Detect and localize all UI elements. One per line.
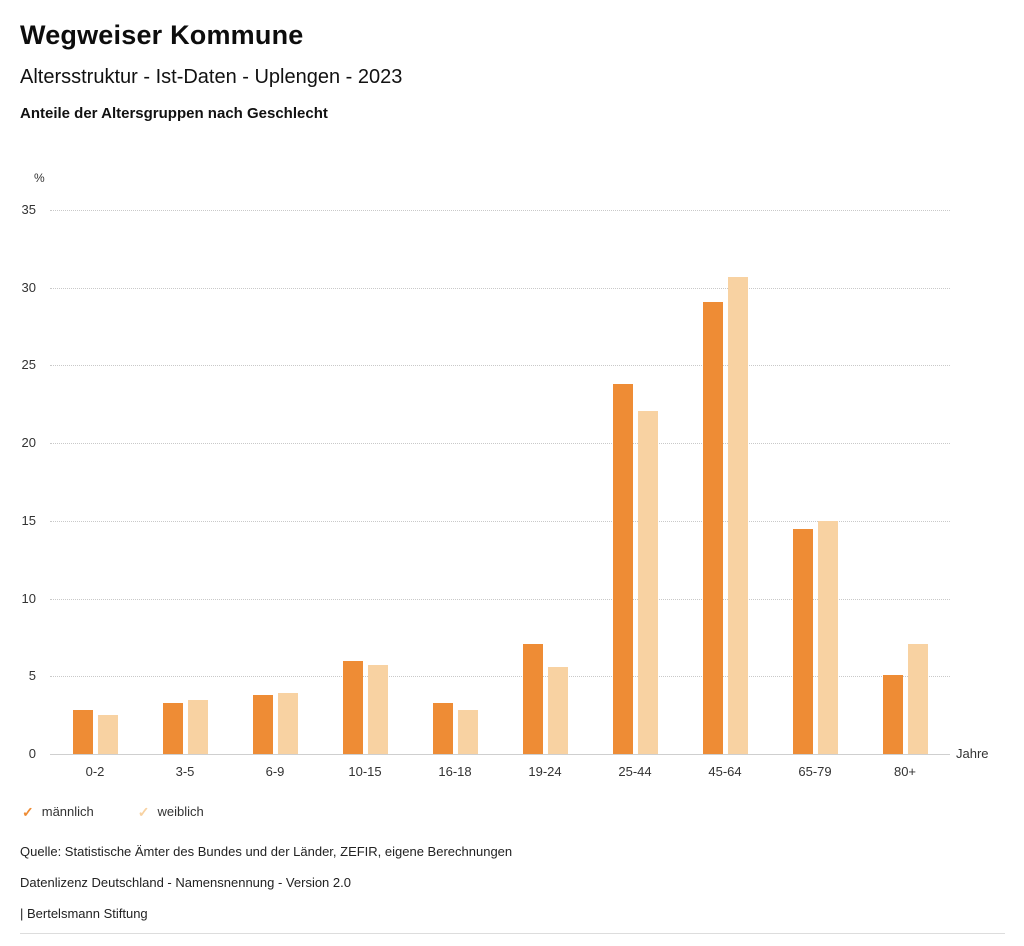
x-axis-unit-label: Jahre: [956, 746, 989, 761]
gridline-30: [50, 287, 950, 289]
bar-männlich-6-9[interactable]: [252, 694, 273, 754]
y-tick-label-15: 15: [21, 512, 36, 528]
gridline-5: [50, 676, 950, 678]
chart-heading: Anteile der Altersgruppen nach Geschlech…: [20, 105, 328, 122]
gridline-20: [50, 443, 950, 445]
bar-männlich-10-15[interactable]: [342, 660, 363, 754]
y-axis-tick-labels: 0 5 10 15 20 25 30 35: [0, 203, 42, 761]
bar-weiblich-10-15[interactable]: [367, 665, 388, 754]
x-tick-label-16-18: 16-18: [438, 764, 472, 779]
x-tick-label-6-9: 6-9: [265, 764, 285, 779]
x-tick-label-80+: 80+: [893, 764, 917, 779]
page-title: Wegweiser Kommune: [20, 20, 304, 50]
bar-weiblich-19-24[interactable]: [547, 666, 568, 754]
x-tick-label-3-5: 3-5: [175, 764, 195, 779]
gridline-35: [50, 210, 950, 211]
x-tick-label-65-79: 65-79: [798, 764, 832, 779]
legend-item-weiblich[interactable]: ✓ weiblich: [138, 804, 204, 819]
bar-group-0-2: [50, 210, 140, 754]
bar-group-10-15: [320, 210, 410, 754]
legend-checkmark-icon: ✓: [137, 803, 150, 820]
bar-groups: [50, 210, 950, 754]
x-tick-label-0-2: 0-2: [85, 764, 105, 779]
bar-männlich-65-79[interactable]: [792, 528, 813, 754]
gridline-15: [50, 520, 950, 522]
chart-legend: ✓ männlich ✓ weiblich: [22, 804, 204, 819]
page-subtitle: Altersstruktur - Ist-Daten - Uplengen - …: [20, 66, 403, 88]
bar-männlich-16-18[interactable]: [432, 702, 453, 754]
bar-männlich-45-64[interactable]: [702, 301, 723, 754]
bar-weiblich-80+[interactable]: [907, 643, 928, 754]
bar-weiblich-65-79[interactable]: [817, 520, 838, 754]
bar-group-80+: [860, 210, 950, 754]
x-tick-label-10-15: 10-15: [348, 764, 382, 779]
y-tick-label-25: 25: [21, 357, 36, 373]
bar-weiblich-25-44[interactable]: [637, 410, 658, 754]
bar-group-45-64: [680, 210, 770, 754]
bar-group-19-24: [500, 210, 590, 754]
bar-group-6-9: [230, 210, 320, 754]
x-tick-label-25-44: 25-44: [618, 764, 652, 779]
gridline-25: [50, 365, 950, 367]
bottom-divider: [20, 933, 1005, 934]
x-axis-line: [50, 754, 950, 755]
bar-group-3-5: [140, 210, 230, 754]
bar-weiblich-16-18[interactable]: [457, 710, 478, 754]
legend-label: weiblich: [157, 804, 204, 819]
legend-label: männlich: [41, 804, 94, 819]
footer-license: Datenlizenz Deutschland - Namensnennung …: [20, 875, 351, 890]
bar-group-16-18: [410, 210, 500, 754]
bar-weiblich-45-64[interactable]: [727, 276, 748, 754]
y-tick-label-0: 0: [28, 746, 36, 761]
bar-männlich-25-44[interactable]: [612, 384, 633, 754]
x-tick-label-45-64: 45-64: [708, 764, 742, 779]
bar-männlich-3-5[interactable]: [162, 702, 183, 754]
bar-weiblich-3-5[interactable]: [187, 699, 208, 754]
bar-weiblich-6-9[interactable]: [277, 693, 298, 754]
bar-group-25-44: [590, 210, 680, 754]
y-tick-label-30: 30: [21, 279, 36, 295]
y-tick-label-5: 5: [28, 668, 36, 684]
y-tick-label-10: 10: [21, 590, 36, 606]
gridline-10: [50, 598, 950, 600]
bar-männlich-19-24[interactable]: [522, 643, 543, 754]
bar-chart-plot-area: [50, 210, 950, 755]
legend-checkmark-icon: ✓: [22, 803, 34, 820]
footer-source: Quelle: Statistische Ämter des Bundes un…: [20, 844, 513, 859]
bar-männlich-0-2[interactable]: [72, 710, 93, 754]
bar-weiblich-0-2[interactable]: [97, 715, 118, 754]
footer-attribution: | Bertelsmann Stiftung: [20, 906, 148, 921]
legend-item-männlich[interactable]: ✓ männlich: [22, 804, 94, 819]
y-tick-label-35: 35: [21, 202, 36, 217]
x-axis-category-labels: 0-2 3-5 6-9 10-15 16-18 19-24 25-44 45-64 65-79 8…: [50, 764, 950, 779]
y-tick-label-20: 20: [21, 435, 36, 451]
bar-männlich-80+[interactable]: [882, 674, 903, 754]
y-axis-unit-label: %: [34, 171, 45, 185]
x-tick-label-19-24: 19-24: [528, 764, 562, 779]
bar-group-65-79: [770, 210, 860, 754]
